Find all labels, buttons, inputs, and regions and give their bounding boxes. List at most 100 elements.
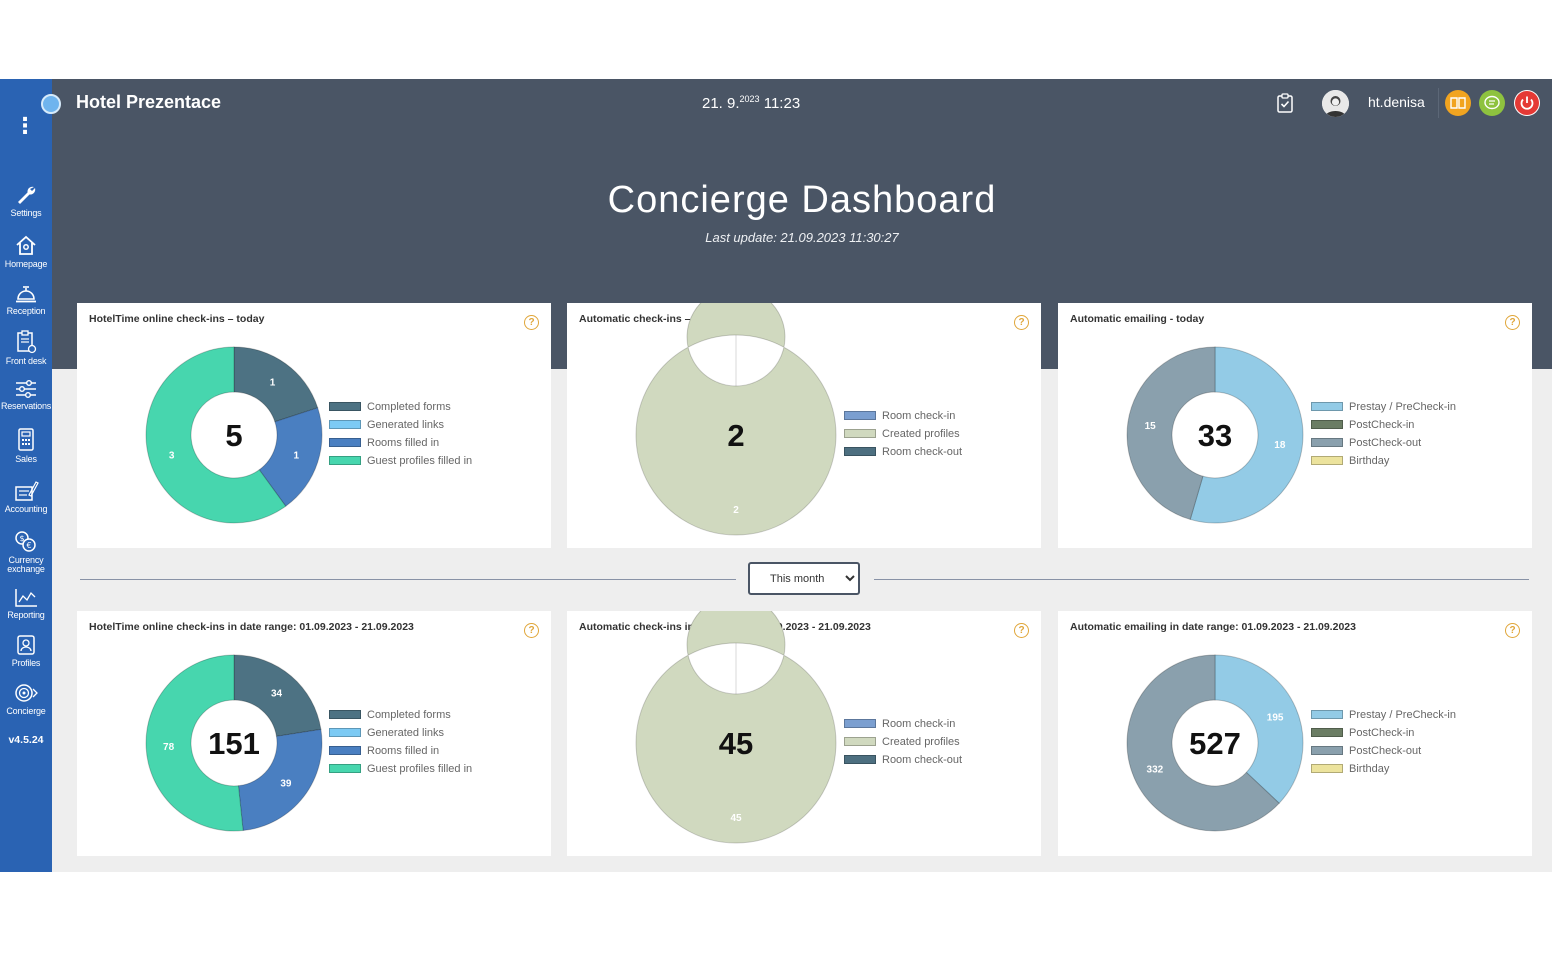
avatar-icon <box>1322 90 1349 117</box>
donut-chart: 195 332 527 <box>1126 654 1304 832</box>
legend-label: Guest profiles filled in <box>367 763 473 775</box>
svg-text:€: € <box>26 541 31 550</box>
donut-total: 45 <box>719 726 753 761</box>
donut-slice[interactable] <box>635 303 837 536</box>
chat-icon <box>1484 95 1500 110</box>
donut-slice[interactable] <box>237 728 323 832</box>
donut-chart: 1 1 3 5 <box>145 346 323 524</box>
sidebar-item-homepage[interactable]: Homepage <box>0 234 52 269</box>
sidebar-item-reservations[interactable]: Reservations <box>0 378 52 411</box>
chart-title: Automatic emailing in date range: 01.09.… <box>1070 621 1356 633</box>
chart-title: Automatic check-ins – today <box>579 313 722 325</box>
legend-label: PostCheck-in <box>1349 727 1415 739</box>
donut-slice[interactable] <box>1126 654 1280 832</box>
kebab-menu-icon[interactable]: ⋮ <box>14 113 36 138</box>
header-date: 21. 9. <box>702 95 740 112</box>
header-time: 11:23 <box>763 95 801 112</box>
slice-value-label: 45 <box>730 813 742 824</box>
sidebar-item-label: Front desk <box>5 356 47 366</box>
help-icon[interactable]: ? <box>1505 315 1520 330</box>
donut-total: 527 <box>1189 726 1241 761</box>
donut-slice[interactable] <box>1126 346 1216 521</box>
legend-label: Generated links <box>367 419 445 431</box>
header-year: 2023 <box>739 94 760 104</box>
profiles-icon <box>17 635 35 655</box>
legend-label: Room check-out <box>882 446 963 458</box>
help-icon[interactable]: ? <box>1014 315 1029 330</box>
help-icon[interactable]: ? <box>1505 623 1520 638</box>
sidebar-item-currency-exchange[interactable]: $ € Currency exchange <box>0 530 52 574</box>
date-range-select[interactable]: This month <box>748 562 860 595</box>
help-icon[interactable]: ? <box>524 623 539 638</box>
legend-label: Guest profiles filled in <box>367 455 473 467</box>
slice-value-label: 1 <box>294 451 300 462</box>
legend-label: Room check-out <box>882 754 963 766</box>
chart-card: HotelTime online check-ins – today? 1 1 3 5 C… <box>77 303 551 548</box>
chat-button[interactable] <box>1479 90 1505 116</box>
chart-card: Automatic check-ins – today? 2 2 Room check… <box>567 303 1041 548</box>
last-update: Last update: 21.09.2023 11:30:27 <box>705 230 899 245</box>
clipboard-check-icon <box>1277 93 1293 113</box>
app-logo-icon[interactable] <box>41 94 61 114</box>
donut-chart: 34 39 78 151 <box>145 654 323 832</box>
logout-button[interactable] <box>1514 90 1540 116</box>
donut-slice[interactable] <box>233 654 322 737</box>
tasks-button[interactable] <box>1276 93 1294 118</box>
user-avatar[interactable] <box>1322 90 1349 117</box>
chart-icon <box>15 589 37 607</box>
legend-label: Generated links <box>367 727 445 739</box>
legend-swatch <box>1311 420 1343 429</box>
username[interactable]: ht.denisa <box>1368 94 1425 110</box>
slice-value-label: 195 <box>1267 712 1284 723</box>
legend-swatch <box>1311 764 1343 773</box>
donut-slice[interactable] <box>1214 654 1304 804</box>
legend-label: Birthday <box>1349 763 1390 775</box>
donut-slice[interactable] <box>258 407 323 507</box>
donut-slice[interactable] <box>145 654 244 832</box>
manual-button[interactable] <box>1445 90 1471 116</box>
donut-slice[interactable] <box>1189 346 1304 524</box>
help-icon[interactable]: ? <box>524 315 539 330</box>
legend-label: Room check-in <box>882 410 956 422</box>
currency-icon: $ € <box>15 531 36 552</box>
donut-total: 5 <box>225 418 242 453</box>
range-divider-left <box>80 579 736 580</box>
help-icon[interactable]: ? <box>1014 623 1029 638</box>
sidebar-item-reporting[interactable]: Reporting <box>0 587 52 620</box>
sidebar-item-label: Currency <box>8 555 44 565</box>
version-label: v4.5.24 <box>8 734 44 746</box>
donut-total: 33 <box>1198 418 1232 453</box>
legend-swatch <box>1311 402 1343 411</box>
sidebar-item-settings[interactable]: Settings <box>0 183 52 218</box>
sidebar-item-concierge[interactable]: Concierge <box>0 681 52 716</box>
header-datetime: 21. 9.2023 11:23 <box>702 94 800 112</box>
legend-label: Created profiles <box>882 428 960 440</box>
legend-label: PostCheck-out <box>1349 745 1422 757</box>
legend-swatch <box>1311 728 1343 737</box>
legend-swatch <box>1311 710 1343 719</box>
legend-swatch <box>1311 438 1343 447</box>
legend-swatch <box>1311 456 1343 465</box>
sidebar-item-profiles[interactable]: Profiles <box>0 633 52 668</box>
sidebar-item-reception[interactable]: Reception <box>0 283 52 316</box>
sidebar-item-sales[interactable]: Sales <box>0 427 52 464</box>
slice-value-label: 15 <box>1145 421 1157 432</box>
sidebar-item-front-desk[interactable]: Front desk <box>0 329 52 366</box>
donut-slice[interactable] <box>233 346 319 423</box>
legend-swatch <box>844 719 876 728</box>
donut-slice[interactable] <box>635 611 837 844</box>
app-frame: ⋮ Settings Homepage Reception <box>0 79 1552 872</box>
sidebar-item-label: Profiles <box>11 658 41 668</box>
header-divider <box>1438 88 1439 118</box>
donut-chart: 45 45 <box>635 611 837 844</box>
sidebar: ⋮ Settings Homepage Reception <box>0 79 52 872</box>
legend-swatch <box>844 737 876 746</box>
legend-swatch <box>844 447 876 456</box>
chart-title: Automatic emailing - today <box>1070 313 1205 325</box>
wrench-icon <box>18 186 36 204</box>
sidebar-item-accounting[interactable]: Accounting <box>0 479 52 514</box>
chart-card: Automatic emailing in date range: 01.09.… <box>1058 611 1532 856</box>
range-divider-right <box>874 579 1529 580</box>
donut-slice[interactable] <box>145 346 287 524</box>
slice-value-label: 3 <box>169 451 175 462</box>
